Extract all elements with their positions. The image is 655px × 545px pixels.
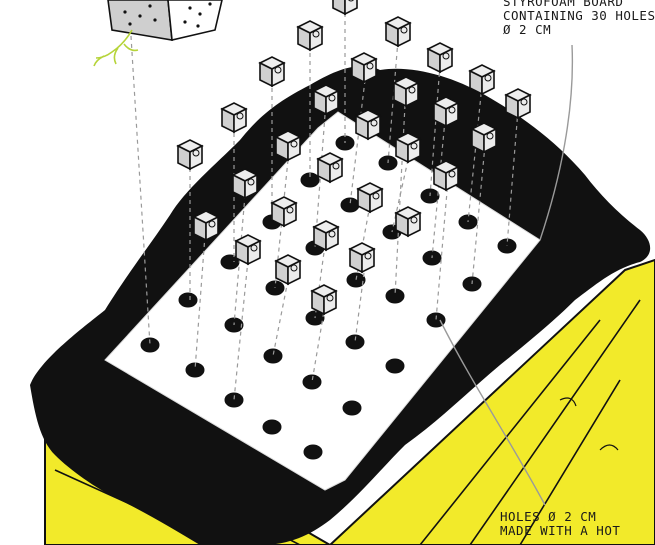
leader-line-top (539, 44, 574, 241)
hole (342, 400, 362, 416)
caption-line: STYROFOAM BOARD (503, 0, 624, 9)
hole (385, 358, 405, 374)
hole (426, 312, 446, 328)
hole (140, 337, 160, 353)
caption-holes: HOLES Ø 2 CM MADE WITH A HOT (500, 510, 620, 538)
hole-grid (140, 135, 517, 460)
hole (224, 392, 244, 408)
caption-line: Ø 2 CM (503, 22, 552, 37)
crate-right-side (329, 259, 655, 545)
leader-line-bottom (439, 319, 546, 506)
caption-line: CONTAINING 30 HOLES (503, 8, 655, 23)
hole (178, 292, 198, 308)
caption-styrofoam-board: STYROFOAM BOARD CONTAINING 30 HOLES Ø 2 … (503, 0, 655, 37)
hole (303, 444, 323, 460)
hole (345, 334, 365, 350)
caption-line: HOLES Ø 2 CM (500, 509, 597, 524)
hole (346, 272, 366, 288)
hole (262, 419, 282, 435)
caption-line: MADE WITH A HOT (500, 523, 621, 538)
bee-hotel-block-icon (107, 0, 223, 41)
sprout-icon (93, 29, 139, 67)
hole (302, 374, 322, 390)
hole (263, 348, 283, 364)
